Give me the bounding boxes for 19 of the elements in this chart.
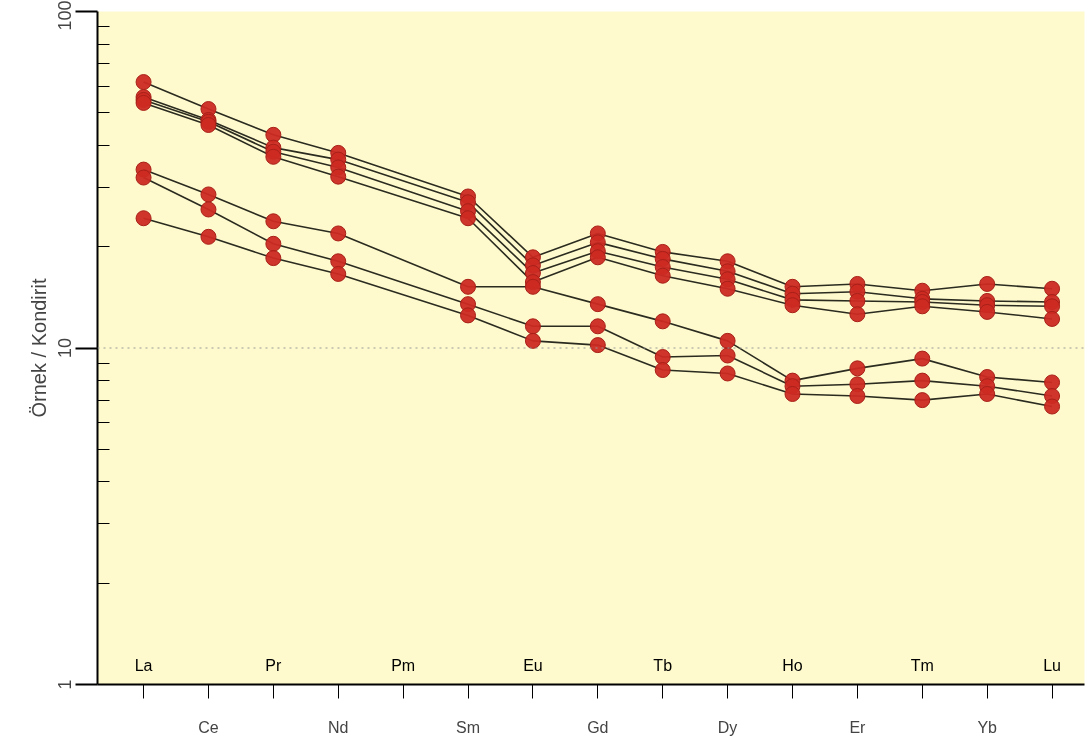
x-tick-label: Pr	[265, 656, 283, 674]
x-tick-label: Pm	[391, 656, 416, 674]
y-tick-label: 10	[54, 337, 75, 359]
x-tick-label: Dy	[717, 718, 738, 736]
y-tick-label: 1	[54, 679, 75, 690]
y-tick-label: 100	[54, 0, 75, 31]
x-tick-label: Lu	[1043, 656, 1061, 674]
x-tick-label: Ce	[198, 718, 219, 736]
x-tick-label: Nd	[328, 718, 349, 736]
x-tick-label: Tm	[910, 656, 934, 674]
x-tick-label: Gd	[587, 718, 609, 736]
x-tick-label: Sm	[456, 718, 481, 736]
x-tick-label: La	[134, 656, 153, 674]
x-tick-label: Yb	[977, 718, 998, 736]
x-tick-label: Ho	[782, 656, 803, 674]
x-tick-label: Er	[849, 718, 867, 736]
x-tick-label: Eu	[523, 656, 543, 674]
x-tick-label: Tb	[653, 656, 673, 674]
y-axis-title: Örnek / Kondirit	[27, 278, 50, 418]
